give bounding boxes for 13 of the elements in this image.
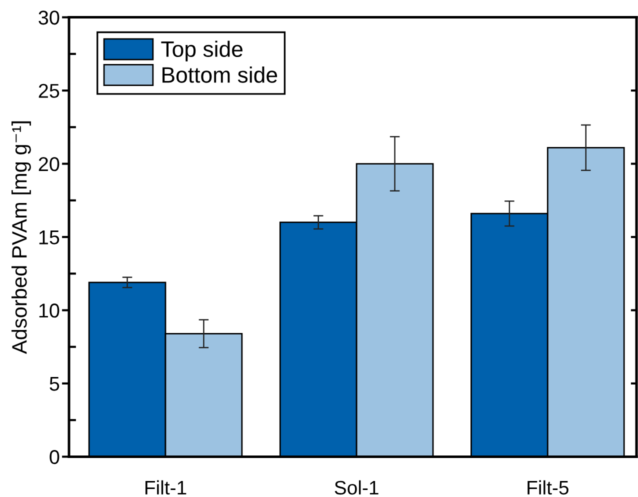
x-tick-label: Filt-5 [528,480,568,495]
x-tick-label: Filt-1 [145,480,186,495]
y-tick-label: 10 [39,304,60,318]
y-tick-label: 5 [50,377,60,391]
y-axis-title: Adsorbed PVAm [mg g⁻¹] [12,121,31,354]
x-tick-label: Sol-1 [334,480,378,495]
y-tick-label: 30 [38,10,60,25]
y-tick-label: 0 [50,450,60,464]
legend-label: Top side [161,40,242,62]
y-tick-label: 20 [38,157,60,172]
legend-label: Bottom side [162,66,278,83]
y-tick-label: 25 [38,84,60,98]
y-tick-label: 15 [39,230,60,244]
